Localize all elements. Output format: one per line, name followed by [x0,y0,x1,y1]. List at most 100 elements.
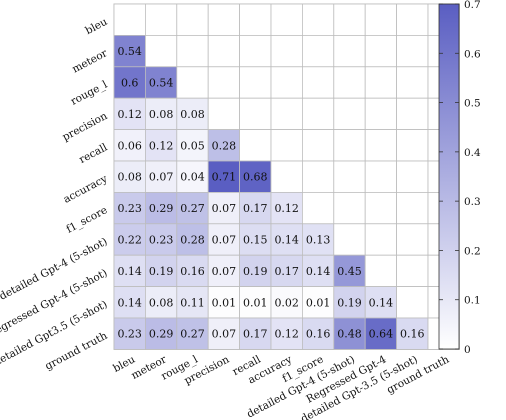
heatmap-cell [207,160,240,193]
colorbar-gradient [438,3,460,350]
heatmap-cell [364,3,398,36]
heatmap-cell [333,35,366,68]
cell-value-label: 0.22 [117,234,142,247]
heatmap-cell [144,160,178,193]
heatmap-cell [113,3,146,36]
heatmap-cell [270,35,303,68]
cell-value-label: 0.08 [149,108,174,121]
cell-value-label: 0.17 [243,328,268,341]
cell-value-label: 0.45 [337,265,362,278]
heatmap-cell [270,191,303,225]
heatmap-cell [301,223,335,256]
heatmap-cell [301,35,335,68]
cell-value-label: 0.16 [306,328,331,341]
heatmap-cell [113,286,146,319]
cell-value-label: 0.07 [212,202,237,215]
heatmap-cell [301,191,335,225]
cell-value-label: 0.6 [121,77,139,90]
heatmap-cell [207,35,240,68]
cell-value-label: 0.01 [243,296,268,309]
cell-value-label: 0.19 [337,296,362,309]
cell-value-label: 0.23 [117,202,142,215]
heatmap-cell [396,191,429,225]
cell-value-label: 0.19 [149,265,174,278]
cell-value-label: 0.68 [243,171,268,184]
heatmap-cell [239,160,272,193]
cell-value-label: 0.16 [180,265,205,278]
colorbar-tick-label: 0.7 [464,0,481,11]
heatmap-cell [396,129,429,162]
heatmap-cell [364,286,398,319]
cell-value-label: 0.08 [149,296,174,309]
cell-value-label: 0.48 [337,328,362,341]
heatmap-cell [207,97,240,130]
colorbar-tick-label: 0.6 [464,48,481,60]
heatmap-cell [333,223,366,256]
cell-value-label: 0.54 [117,45,142,58]
heatmap-cell [113,191,146,225]
heatmap-cell [396,223,429,256]
heatmap-cell [207,317,240,350]
heatmap-cell [270,66,303,99]
cell-value-label: 0.19 [243,265,268,278]
heatmap-cell [333,317,366,350]
colorbar-tick-label: 0.4 [464,147,481,159]
cell-value-label: 0.12 [274,202,299,215]
cell-value-label: 0.14 [369,296,394,309]
heatmap-cell [113,160,146,193]
cell-value-label: 0.12 [274,328,299,341]
heatmap-cell [270,317,303,350]
heatmap-cell [176,317,209,350]
heatmap-cell [176,97,209,130]
heatmap-cell [396,3,429,36]
heatmap-cell [333,97,366,130]
heatmap-cell [176,35,209,68]
heatmap-cell [333,160,366,193]
cell-value-label: 0.14 [117,296,142,309]
cell-value-label: 0.08 [180,108,205,121]
heatmap-cell [270,129,303,162]
heatmap-cell [333,254,366,287]
cell-value-label: 0.14 [117,265,142,278]
heatmap-cell [239,129,272,162]
heatmap-cell [207,286,240,319]
cell-value-label: 0.02 [274,296,299,309]
cell-value-label: 0.14 [274,234,299,247]
heatmap-cell [301,160,335,193]
cell-value-label: 0.01 [212,296,237,309]
cell-value-label: 0.11 [180,296,205,309]
cell-value-label: 0.16 [400,328,425,341]
colorbar-tick-label: 0.2 [464,245,481,257]
cell-value-label: 0.17 [274,265,299,278]
heatmap-cell [364,66,398,99]
heatmap-cell [239,286,272,319]
heatmap-cell [176,66,209,99]
heatmap-cell [364,223,398,256]
heatmap-cell [144,223,178,256]
heatmap-cell [239,3,272,36]
colorbar: 0 0.1 0.2 0.3 0.4 0.5 0.6 0.7 [438,0,481,356]
heatmap-cell [207,66,240,99]
heatmap-cell [113,317,146,350]
cell-value-label: 0.54 [149,77,174,90]
heatmap-cell [270,3,303,36]
heatmap-cell [239,66,272,99]
heatmap-cell [270,160,303,193]
heatmap-cell [301,66,335,99]
cell-value-label: 0.28 [212,139,237,152]
heatmap-cell [144,35,178,68]
cell-value-label: 0.06 [117,139,142,152]
heatmap-cell [176,286,209,319]
heatmap-cell [396,66,429,99]
cell-value-label: 0.01 [306,296,331,309]
cell-value-label: 0.71 [212,171,237,184]
row-label: precision [60,110,109,144]
heatmap-cell [333,286,366,319]
heatmap-cell [396,254,429,287]
heatmap-cells: 0.54 0.6 0.54 0.12 0.08 0.08 0.06 0.12 0.05 0.28 0… [113,3,460,350]
cell-value-label: 0.29 [149,202,174,215]
row-label: recall [77,141,110,166]
cell-value-label: 0.12 [149,139,174,152]
heatmap-cell [396,160,429,193]
